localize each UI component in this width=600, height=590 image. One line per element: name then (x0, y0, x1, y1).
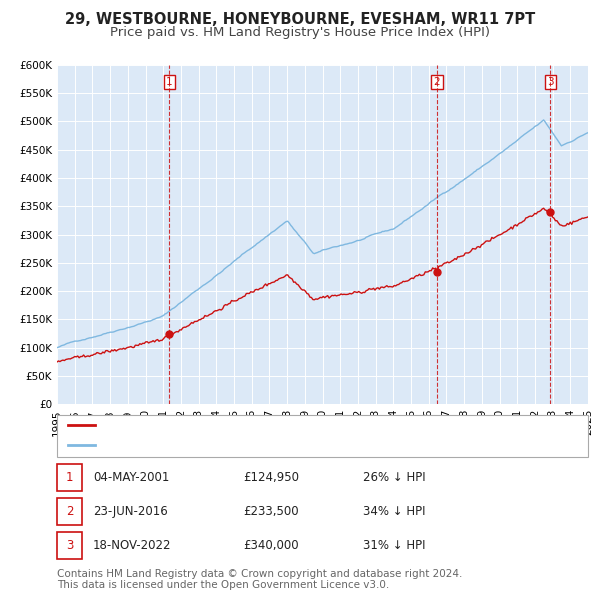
Text: £124,950: £124,950 (243, 471, 299, 484)
Text: HPI: Average price, detached house, Wychavon: HPI: Average price, detached house, Wych… (102, 439, 382, 452)
Text: £340,000: £340,000 (243, 539, 299, 552)
Text: 29, WESTBOURNE, HONEYBOURNE, EVESHAM, WR11 7PT (detached house): 29, WESTBOURNE, HONEYBOURNE, EVESHAM, WR… (102, 419, 547, 432)
Text: 3: 3 (547, 77, 554, 87)
Text: 18-NOV-2022: 18-NOV-2022 (93, 539, 172, 552)
Text: 31% ↓ HPI: 31% ↓ HPI (363, 539, 425, 552)
Text: 2: 2 (66, 505, 73, 518)
Text: 26% ↓ HPI: 26% ↓ HPI (363, 471, 425, 484)
Text: 04-MAY-2001: 04-MAY-2001 (93, 471, 169, 484)
Text: Price paid vs. HM Land Registry's House Price Index (HPI): Price paid vs. HM Land Registry's House … (110, 26, 490, 39)
Text: £233,500: £233,500 (243, 505, 299, 518)
Text: 29, WESTBOURNE, HONEYBOURNE, EVESHAM, WR11 7PT: 29, WESTBOURNE, HONEYBOURNE, EVESHAM, WR… (65, 12, 535, 27)
Text: 1: 1 (66, 471, 73, 484)
Text: Contains HM Land Registry data © Crown copyright and database right 2024.
This d: Contains HM Land Registry data © Crown c… (57, 569, 463, 590)
Text: 23-JUN-2016: 23-JUN-2016 (93, 505, 168, 518)
Text: 3: 3 (66, 539, 73, 552)
Text: 34% ↓ HPI: 34% ↓ HPI (363, 505, 425, 518)
Text: 2: 2 (434, 77, 440, 87)
Text: 1: 1 (166, 77, 173, 87)
